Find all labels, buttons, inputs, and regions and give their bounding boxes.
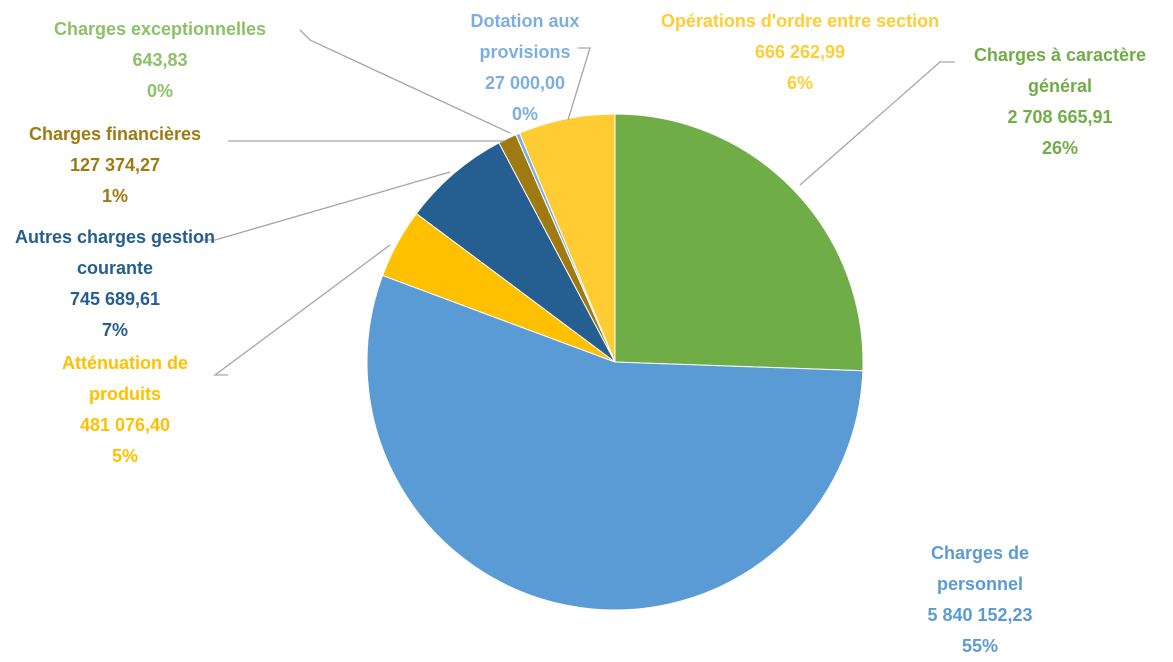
pie-slice: [415, 142, 616, 363]
leader-line: [299, 29, 511, 134]
label-value: 745 689,61: [69, 289, 161, 309]
label-name: Dotation aux provisions: [470, 11, 580, 62]
pie-slice: [614, 113, 864, 372]
leader-line: [799, 61, 955, 186]
label-percent: 6%: [786, 73, 813, 93]
label-name: Charges de personnel: [930, 543, 1030, 594]
chart: [200, 29, 955, 611]
leader-line: [567, 47, 591, 121]
label-value: 27 000,00: [484, 73, 566, 93]
label-percent: 55%: [961, 636, 999, 656]
label-value: 643,83: [132, 50, 188, 70]
label-percent: 0%: [511, 104, 538, 124]
leader-line: [200, 171, 451, 241]
label-percent: 26%: [1041, 138, 1079, 158]
pie-slice: [518, 113, 616, 363]
data-label: Charges à caractère général 2 708 665,91…: [940, 40, 1173, 164]
data-label: Autres charges gestion courante 745 689,…: [10, 222, 220, 346]
label-value: 127 374,27: [69, 155, 161, 175]
pie-slice: [366, 274, 864, 611]
data-label: Charges exceptionnelles 643,83 0%: [20, 14, 300, 107]
label-percent: 1%: [101, 186, 128, 206]
label-name: Charges financières: [28, 124, 202, 144]
data-label: Charges financières 127 374,27 1%: [0, 119, 230, 212]
data-label: Dotation aux provisions 27 000,00 0%: [455, 6, 595, 130]
label-name: Opérations d'ordre entre section: [660, 11, 940, 31]
label-percent: 5%: [111, 446, 138, 466]
page: {"chart_data": {"type": "pie", "categori…: [0, 6, 1173, 656]
label-value: 481 076,40: [79, 415, 171, 435]
label-value: 666 262,99: [754, 42, 846, 62]
pie: [366, 113, 864, 611]
data-label: Atténuation de produits 481 076,40 5%: [30, 348, 220, 472]
label-value: 5 840 152,23: [927, 605, 1033, 625]
label-name: Charges exceptionnelles: [53, 19, 267, 39]
label-name: Charges à caractère général: [973, 45, 1147, 96]
label-percent: 0%: [146, 81, 173, 101]
data-label: Charges de personnel 5 840 152,23 55%: [905, 538, 1055, 662]
label-name: Autres charges gestion courante: [14, 227, 216, 278]
label-name: Atténuation de produits: [62, 353, 188, 404]
leader-line: [213, 244, 391, 376]
label-value: 2 708 665,91: [1007, 107, 1113, 127]
data-label: Opérations d'ordre entre section 666 262…: [600, 6, 1000, 99]
label-percent: 7%: [101, 320, 128, 340]
